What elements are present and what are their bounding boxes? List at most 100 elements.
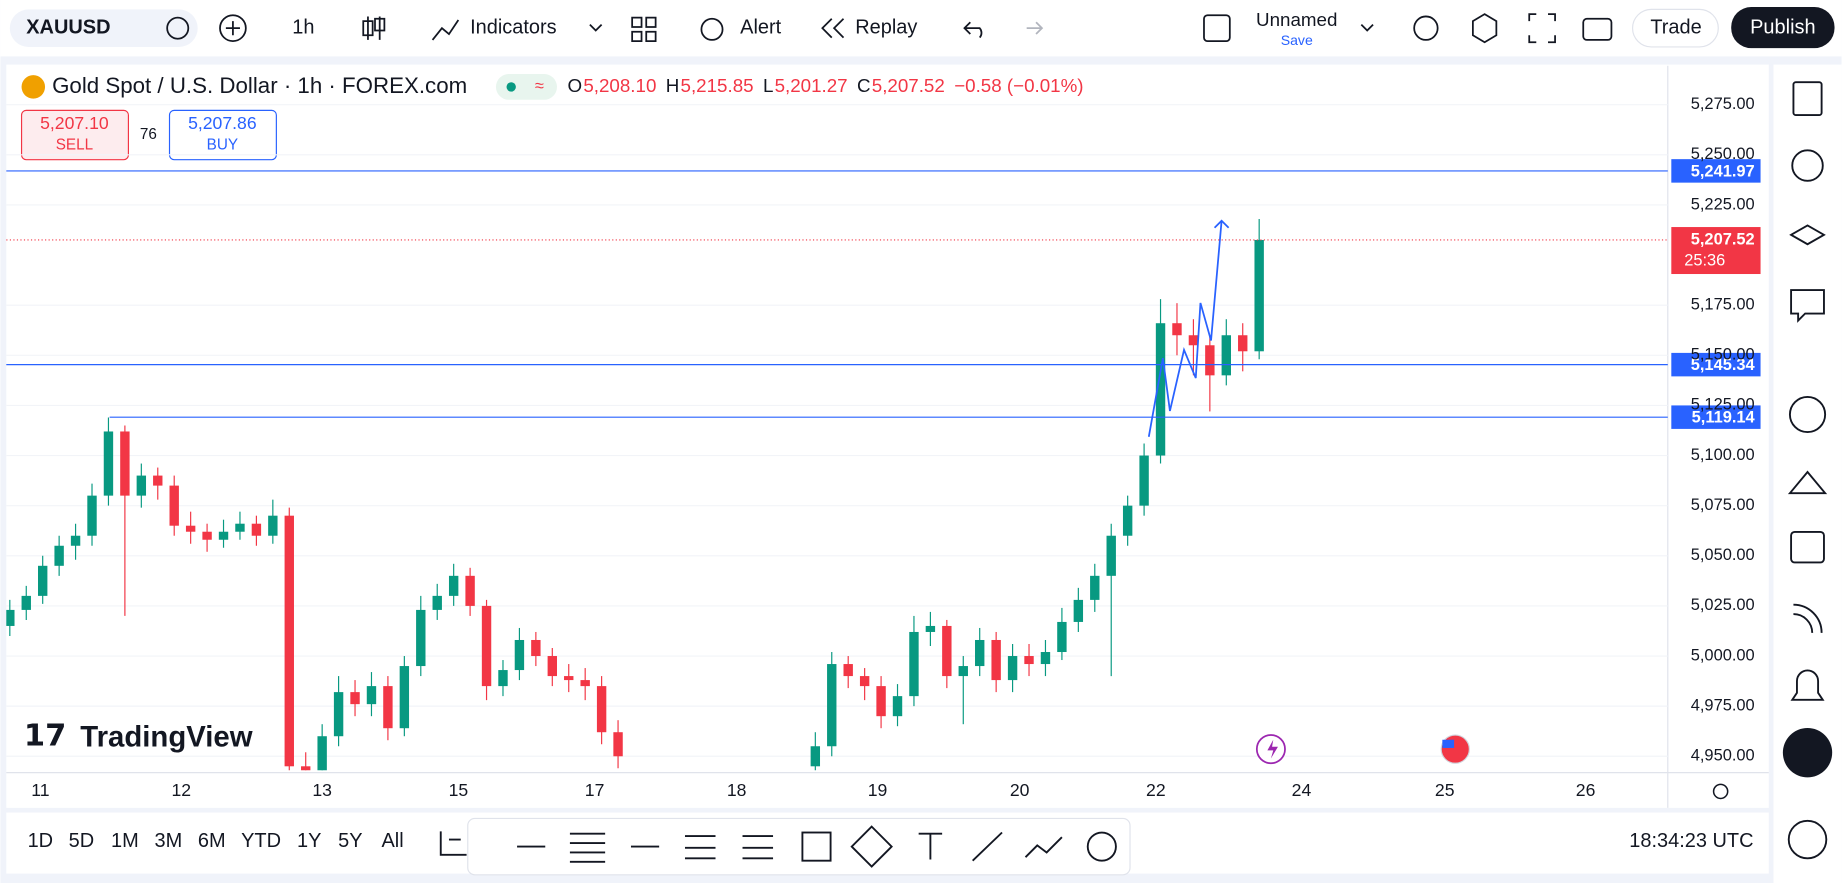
- candle-body: [1024, 656, 1034, 665]
- range-button[interactable]: 6M: [198, 830, 226, 852]
- chat-button[interactable]: [1790, 289, 1825, 323]
- date-range-tool[interactable]: [439, 831, 467, 856]
- icon: [431, 19, 460, 41]
- y-tick-label: 5,075.00: [1691, 496, 1755, 514]
- range-button[interactable]: 3M: [154, 830, 182, 852]
- candle-body: [1205, 345, 1215, 376]
- layouts-button[interactable]: [631, 16, 657, 42]
- range-button[interactable]: 5D: [69, 830, 95, 852]
- range-button[interactable]: 5Y: [338, 830, 362, 852]
- publish-button[interactable]: [1731, 7, 1835, 49]
- watchlist-button[interactable]: [1792, 81, 1823, 117]
- indicators-button[interactable]: Indicators: [470, 16, 557, 38]
- candle-body: [383, 686, 393, 729]
- range-buttons: 1D 5D 1M 3M 6M YTD 1Y 5Y All: [28, 830, 404, 852]
- layout-name[interactable]: Unnamed: [1256, 9, 1337, 30]
- candle-body: [6, 609, 15, 626]
- fullscreen-button[interactable]: [1528, 13, 1556, 44]
- icon: [166, 16, 190, 40]
- sell-button[interactable]: [20, 109, 130, 161]
- candle-body: [317, 736, 327, 771]
- candle-body: [1040, 652, 1051, 665]
- candle-body: [333, 692, 344, 737]
- level-label: 5,145.34: [1691, 356, 1756, 374]
- candle-body: [498, 670, 508, 687]
- quick-search[interactable]: [1413, 15, 1439, 41]
- trade-button[interactable]: [1631, 8, 1719, 48]
- alert-button[interactable]: Alert: [740, 16, 781, 38]
- candle-body: [925, 625, 936, 632]
- replay-button[interactable]: Replay: [855, 16, 917, 38]
- undo-button[interactable]: [963, 21, 983, 39]
- polygon-tool[interactable]: [850, 825, 893, 868]
- candle-body: [21, 595, 31, 610]
- level-label: 5,119.14: [1692, 409, 1756, 427]
- range-button[interactable]: All: [382, 830, 404, 852]
- drawing-path[interactable]: [1147, 220, 1223, 437]
- ohlc-value: 5,208.10: [583, 75, 656, 96]
- snapshot-button[interactable]: [1582, 17, 1613, 41]
- range-button[interactable]: YTD: [241, 830, 281, 852]
- redo-button[interactable]: [1026, 21, 1044, 35]
- news-button[interactable]: [1793, 603, 1823, 633]
- symbol-search[interactable]: [9, 9, 198, 47]
- candle-body: [399, 666, 410, 729]
- candle-body: [892, 696, 903, 717]
- y-tick-label: 5,275.00: [1691, 95, 1755, 113]
- axis-settings[interactable]: [1712, 783, 1729, 800]
- measure-tool[interactable]: [1086, 831, 1117, 862]
- apps-button[interactable]: [1782, 728, 1833, 778]
- object-tree-button[interactable]: [1789, 224, 1826, 246]
- range-button[interactable]: 1M: [111, 830, 139, 852]
- change: −0.58 (−0.01%): [954, 75, 1083, 96]
- drawing-arrowhead: [1213, 219, 1230, 229]
- buy-button[interactable]: [168, 109, 277, 161]
- range-button[interactable]: 1D: [28, 830, 54, 852]
- text-tool[interactable]: [918, 832, 943, 860]
- candle-body: [1172, 323, 1182, 336]
- x-tick-label: 19: [868, 780, 888, 800]
- icon: [700, 17, 724, 41]
- settings-button[interactable]: [1471, 13, 1498, 44]
- ohlc-key: C: [857, 75, 871, 96]
- help-button[interactable]: [1787, 819, 1828, 860]
- symbol: XAUUSD: [26, 16, 110, 38]
- line-tools[interactable]: [972, 831, 1063, 862]
- alerts-button[interactable]: [1791, 149, 1824, 182]
- candle-body: [580, 680, 590, 687]
- economic-event[interactable]: [1440, 734, 1470, 764]
- candle-body: [958, 666, 968, 677]
- calendar-button[interactable]: [1790, 530, 1825, 564]
- candle-body: [301, 766, 311, 771]
- candle-body: [876, 686, 886, 717]
- candle-body: [1188, 335, 1199, 346]
- rectangle-tool[interactable]: [801, 831, 832, 862]
- candle-body: [448, 575, 459, 596]
- candle-body: [991, 639, 1001, 681]
- x-tick-label: 17: [585, 780, 605, 800]
- chart-type-button[interactable]: [362, 16, 386, 40]
- ohlc-value: 5,215.85: [681, 75, 754, 96]
- x-tick-label: 18: [727, 780, 747, 800]
- save-button[interactable]: Save: [1281, 32, 1313, 48]
- candle-body: [103, 431, 114, 496]
- interval-button[interactable]: 1h: [292, 16, 314, 38]
- candle-body: [169, 485, 179, 526]
- y-tick-label: 5,250.00: [1691, 145, 1755, 163]
- range-button[interactable]: 1Y: [297, 830, 321, 852]
- notifications-button[interactable]: [1790, 669, 1825, 701]
- compare-button[interactable]: [219, 14, 247, 42]
- event-icon: [1267, 739, 1278, 759]
- y-tick-label: 5,225.00: [1691, 195, 1755, 213]
- screener-button[interactable]: [1788, 395, 1827, 434]
- chart-title: Gold Spot / U.S. Dollar · 1h · FOREX.com: [52, 73, 467, 98]
- sell-price: 5,207.10: [40, 113, 109, 133]
- candle-body: [416, 609, 426, 667]
- pine-button[interactable]: [1787, 470, 1828, 495]
- drawing-tools[interactable]: [517, 832, 774, 863]
- candle-body: [1122, 505, 1133, 536]
- y-tick-label: 4,950.00: [1691, 747, 1755, 765]
- symbol-logo: [21, 75, 46, 99]
- y-tick-label: 5,175.00: [1691, 296, 1755, 314]
- trade-label: Trade: [1650, 16, 1701, 38]
